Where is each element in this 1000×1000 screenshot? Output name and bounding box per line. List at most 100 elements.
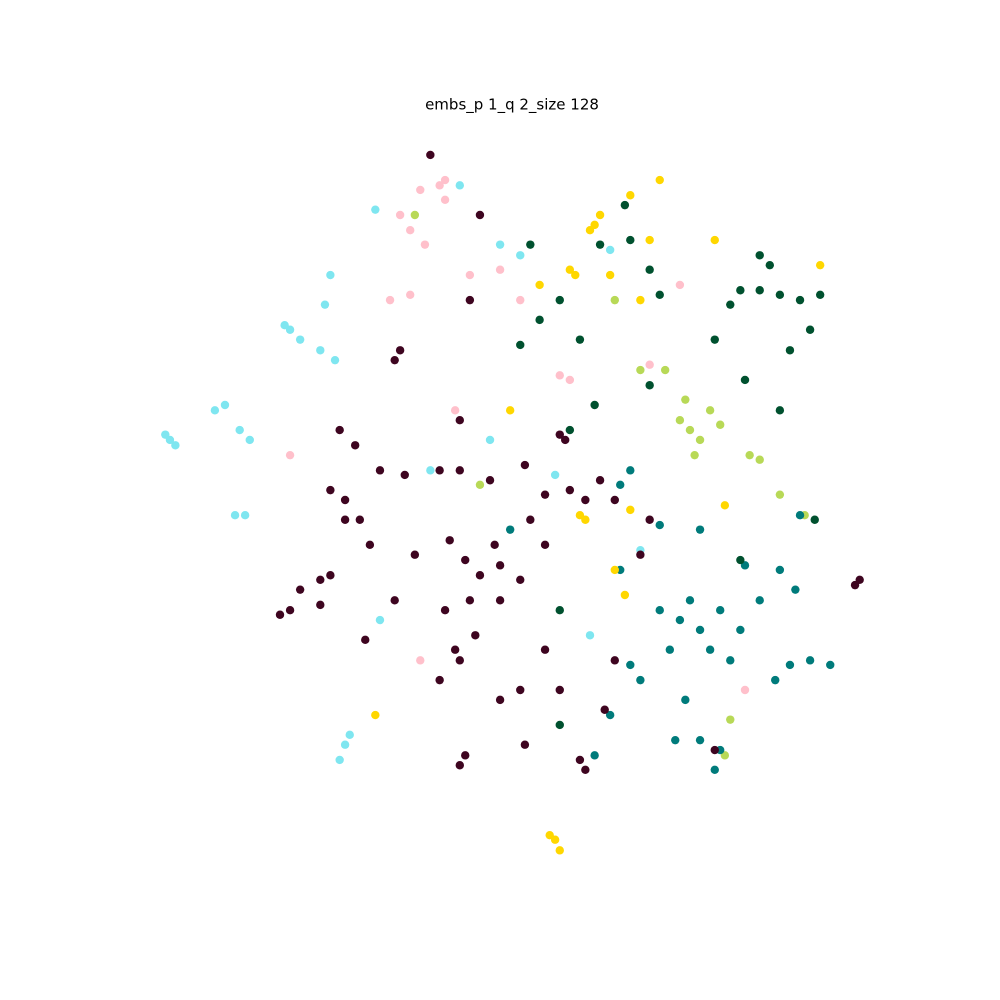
point <box>465 270 475 280</box>
point <box>755 455 764 464</box>
point <box>240 511 250 520</box>
point <box>726 715 735 724</box>
point <box>645 235 654 245</box>
point <box>410 550 420 559</box>
point <box>561 435 570 445</box>
point <box>426 466 435 475</box>
point <box>395 210 405 220</box>
point <box>575 755 585 765</box>
point <box>416 185 425 195</box>
point <box>726 656 735 665</box>
point <box>545 830 554 840</box>
point <box>636 365 645 375</box>
point <box>675 280 685 290</box>
point <box>555 846 564 855</box>
point <box>330 355 340 365</box>
point <box>485 476 495 485</box>
point-series <box>505 466 835 774</box>
point <box>485 435 495 445</box>
point <box>595 240 605 249</box>
point <box>755 596 764 605</box>
point <box>390 596 399 605</box>
point <box>410 210 420 220</box>
point <box>710 745 719 755</box>
point <box>505 406 515 415</box>
point-series <box>410 210 809 760</box>
point <box>775 490 785 499</box>
point <box>645 360 654 369</box>
point <box>316 600 325 610</box>
point <box>245 435 254 445</box>
point <box>275 610 285 619</box>
point <box>660 365 670 375</box>
point <box>555 720 564 730</box>
point <box>671 735 680 745</box>
point <box>626 466 635 475</box>
point-series <box>161 181 645 765</box>
point <box>355 515 365 524</box>
point <box>326 571 335 580</box>
point <box>585 631 595 640</box>
point <box>610 495 619 505</box>
point <box>565 485 575 495</box>
point <box>645 265 654 274</box>
point <box>600 705 609 714</box>
point <box>695 625 705 635</box>
point <box>516 575 525 584</box>
point <box>371 710 380 720</box>
point <box>516 340 525 350</box>
point <box>675 416 685 425</box>
point <box>295 335 305 344</box>
point <box>710 765 719 774</box>
point <box>475 571 485 580</box>
point <box>745 450 754 460</box>
point <box>495 561 505 570</box>
point <box>471 631 480 640</box>
point <box>335 425 344 435</box>
point <box>326 270 335 280</box>
point <box>335 755 344 765</box>
point <box>555 371 564 380</box>
point <box>785 346 795 355</box>
point <box>626 660 635 670</box>
point <box>605 270 615 280</box>
point <box>171 441 180 450</box>
point <box>526 515 535 524</box>
point <box>461 555 470 565</box>
point <box>540 645 550 654</box>
point <box>565 375 575 385</box>
point <box>720 501 730 510</box>
point <box>285 450 295 460</box>
point <box>775 290 785 299</box>
point <box>626 505 635 515</box>
point <box>565 425 575 435</box>
point <box>406 290 415 299</box>
point <box>340 495 350 505</box>
point <box>316 575 325 584</box>
point <box>220 400 230 410</box>
point <box>710 335 719 344</box>
point <box>440 195 450 204</box>
point <box>610 656 619 665</box>
point <box>210 406 220 415</box>
point <box>450 406 460 415</box>
point <box>595 210 605 220</box>
point <box>365 540 375 550</box>
point <box>395 346 405 355</box>
point <box>526 240 535 249</box>
point <box>795 295 805 305</box>
point <box>540 490 550 499</box>
point <box>385 295 395 305</box>
point <box>455 416 464 425</box>
point <box>636 550 645 559</box>
point-series <box>516 200 825 730</box>
point <box>695 435 705 445</box>
point <box>815 260 825 270</box>
point <box>535 280 544 290</box>
point <box>740 375 750 385</box>
point <box>340 740 350 749</box>
point <box>595 476 605 485</box>
point <box>516 685 525 695</box>
point <box>681 395 690 404</box>
